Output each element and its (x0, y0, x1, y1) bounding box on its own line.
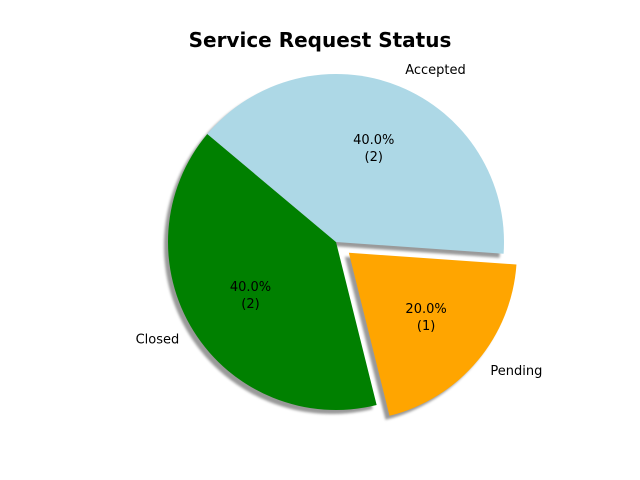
slice-label-closed: Closed (136, 332, 180, 347)
slice-label-accepted: Accepted (405, 63, 466, 78)
percent-label-closed: 40.0% (230, 280, 271, 295)
count-label-accepted: (2) (365, 150, 383, 165)
count-label-pending: (1) (417, 319, 435, 334)
percent-label-accepted: 40.0% (353, 133, 394, 148)
pie-slice-layer (168, 74, 517, 416)
count-label-closed: (2) (241, 297, 259, 312)
pie-label-layer: Closed 40.0% (2) Pending 20.0% (1) Accepted 40.… (136, 63, 543, 379)
percent-label-pending: 20.0% (405, 302, 446, 317)
slice-label-pending: Pending (490, 364, 542, 379)
pie-slice-accepted (207, 74, 504, 254)
pie-slice-pending (348, 252, 517, 416)
chart-title: Service Request Status (188, 28, 452, 52)
pie-slice-closed (168, 134, 377, 410)
